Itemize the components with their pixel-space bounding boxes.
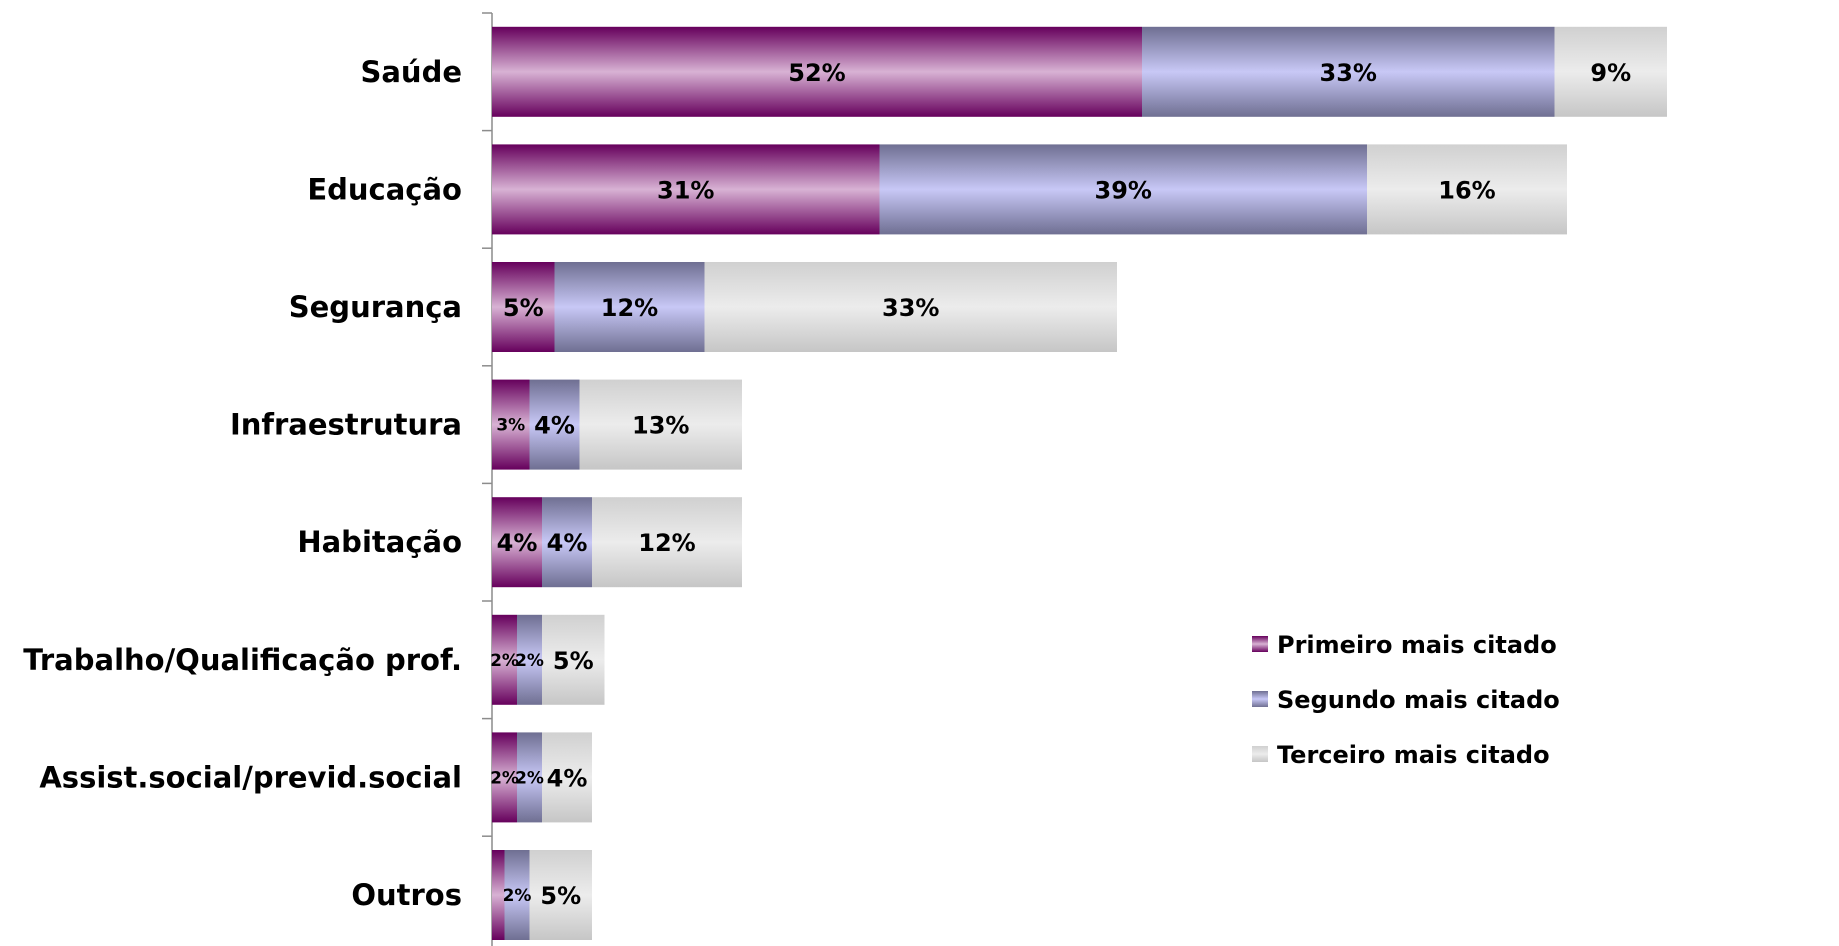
data-label: 2% <box>515 651 544 671</box>
data-label: 31% <box>657 176 714 204</box>
data-label: 12% <box>638 529 695 557</box>
bar-segment <box>554 262 705 352</box>
category-labels: Saúde Educação Segurança Infraestrutura Habi… <box>23 55 462 912</box>
bar-segment <box>879 144 1367 235</box>
bar-segment <box>542 732 592 823</box>
bar-segment <box>529 379 580 470</box>
legend-swatch <box>1252 636 1268 652</box>
data-label: 5% <box>540 882 581 910</box>
bar-segment <box>542 614 605 705</box>
data-label: 16% <box>1438 176 1495 204</box>
legend: Primeiro mais citado Segundo mais citado T… <box>1252 631 1560 769</box>
bar-segment <box>1142 26 1555 117</box>
data-label: 9% <box>1590 59 1631 87</box>
data-label: 2% <box>515 768 544 788</box>
category-label: Habitação <box>297 525 462 559</box>
bar-segment <box>542 497 592 588</box>
legend-swatch <box>1252 746 1268 762</box>
bar-segment <box>517 614 542 705</box>
data-labels: 52% 33% 9% 31% 39% 16% 5% 12% 33% 3% 4% 13% 4% 4% 12% 2… <box>490 59 1631 910</box>
bar-segment <box>504 850 530 940</box>
bar-segment <box>1554 26 1667 117</box>
bar-segment <box>592 497 742 588</box>
category-label: Outros <box>351 878 462 912</box>
category-label: Educação <box>307 172 462 206</box>
category-label: Infraestrutura <box>230 408 462 442</box>
bar-segment <box>492 850 505 940</box>
category-label: Saúde <box>360 55 462 89</box>
bar-segment <box>492 379 530 470</box>
data-label: 5% <box>503 294 544 322</box>
data-label: 33% <box>882 294 939 322</box>
data-label: 3% <box>496 416 525 436</box>
category-label: Trabalho/Qualificação prof. <box>23 643 462 677</box>
y-axis <box>482 12 493 946</box>
data-label: 2% <box>490 768 519 788</box>
data-label: 4% <box>547 529 588 557</box>
bar-segment <box>517 732 542 823</box>
bar-segment <box>492 26 1142 117</box>
data-label: 4% <box>497 529 538 557</box>
data-label: 2% <box>503 886 532 906</box>
bar-segment <box>579 379 742 470</box>
bar-segment <box>529 850 592 940</box>
bar-segment <box>492 144 880 235</box>
data-label: 12% <box>601 294 658 322</box>
data-label: 39% <box>1095 176 1152 204</box>
legend-swatch <box>1252 691 1268 707</box>
data-label: 5% <box>553 647 594 675</box>
bar-segment <box>1367 144 1567 235</box>
bar-segment <box>492 262 555 352</box>
bar-segment <box>492 732 517 823</box>
bar-segment <box>704 262 1117 352</box>
category-label: Segurança <box>289 290 462 324</box>
data-label: 13% <box>632 412 689 440</box>
data-label: 2% <box>490 651 519 671</box>
legend-label: Segundo mais citado <box>1277 686 1560 714</box>
legend-label: Primeiro mais citado <box>1277 631 1557 659</box>
data-label: 33% <box>1320 59 1377 87</box>
data-label: 4% <box>534 412 575 440</box>
bar-segment <box>492 497 542 588</box>
bars <box>492 26 1667 940</box>
category-label: Assist.social/previd.social <box>39 760 462 794</box>
data-label: 52% <box>788 59 845 87</box>
bar-segment <box>492 614 517 705</box>
data-label: 4% <box>547 764 588 792</box>
legend-label: Terceiro mais citado <box>1277 741 1550 769</box>
